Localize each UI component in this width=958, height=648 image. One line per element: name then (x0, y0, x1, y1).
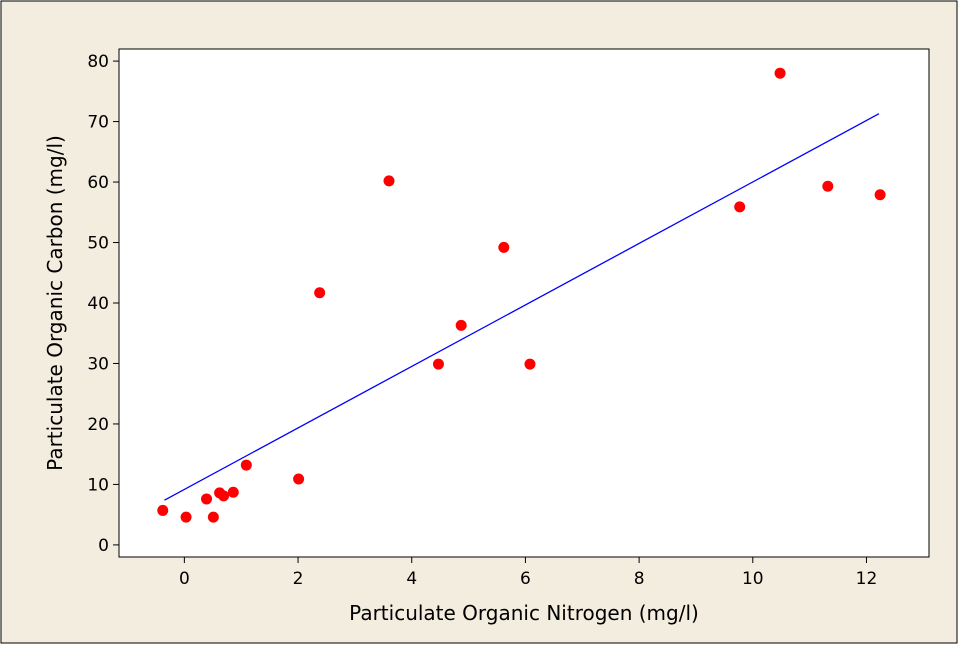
x-tick-label: 10 (742, 569, 764, 589)
y-axis-label: Particulate Organic Carbon (mg/l) (43, 135, 67, 471)
data-point (734, 201, 746, 213)
data-points (157, 67, 886, 523)
regression-line (164, 113, 880, 501)
data-point (218, 490, 230, 502)
data-point (455, 319, 467, 331)
y-tick-label: 10 (87, 475, 109, 495)
data-point (383, 175, 395, 187)
y-tick-label: 60 (87, 173, 109, 193)
y-tick-label: 30 (87, 354, 109, 374)
y-tick-label: 50 (87, 234, 109, 254)
data-point (157, 504, 169, 516)
data-point (874, 189, 886, 201)
plot-area (118, 48, 930, 558)
y-tick-label: 0 (98, 536, 109, 556)
x-tick-label: 4 (406, 569, 417, 589)
y-tick-label: 20 (87, 415, 109, 435)
x-tick-label: 12 (856, 569, 878, 589)
y-tick-label: 40 (87, 294, 109, 314)
data-point (227, 486, 239, 498)
data-point (293, 473, 305, 485)
data-point (180, 511, 192, 523)
x-tick-label: 2 (293, 569, 304, 589)
y-axis: 0 10 20 30 40 50 60 70 80 (87, 52, 119, 556)
data-point (240, 459, 252, 471)
data-point (314, 287, 326, 299)
data-point (432, 358, 444, 370)
data-point (207, 511, 219, 523)
data-point (822, 180, 834, 192)
data-point (498, 241, 510, 253)
y-tick-label: 70 (87, 113, 109, 133)
data-point (774, 67, 786, 79)
data-point (524, 358, 536, 370)
x-tick-label: 0 (179, 569, 190, 589)
x-tick-label: 8 (634, 569, 645, 589)
x-axis: 0 2 4 6 8 10 12 (179, 557, 877, 589)
data-point (201, 493, 213, 505)
y-tick-label: 80 (87, 52, 109, 72)
x-tick-label: 6 (520, 569, 531, 589)
x-axis-label: Particulate Organic Nitrogen (mg/l) (349, 601, 699, 625)
